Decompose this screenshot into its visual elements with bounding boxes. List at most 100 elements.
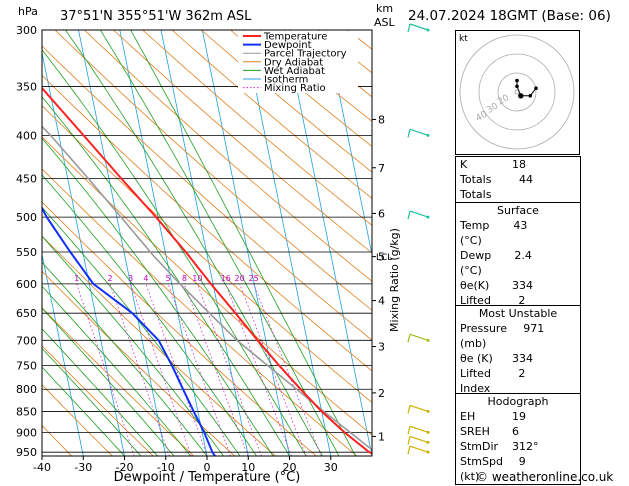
station-location: 37°51'N 355°51'W 362m ASL — [60, 9, 252, 24]
mixing-ratio-axis-title: Mixing Ratio (g/kg) — [388, 228, 401, 332]
wind-barbs — [407, 23, 430, 455]
dry-adiabat-line — [171, 30, 372, 199]
temp-tick-label: 10 — [241, 461, 255, 474]
mixing-ratio-line — [76, 283, 135, 456]
row-label: Lifted Index — [460, 367, 491, 395]
wind-barb-flag — [407, 23, 411, 33]
mixing-ratio-label: 5 — [166, 274, 171, 283]
hodograph-ring — [497, 72, 537, 112]
isotherm-line — [325, 30, 372, 257]
mixing-ratio-label: 16 — [221, 274, 231, 283]
row-label: θe (K) — [460, 352, 493, 365]
row-label: θe(K) — [460, 279, 490, 292]
km-axis-title: km — [376, 2, 394, 15]
legend-label: Wet Adiabat — [264, 66, 325, 77]
isotherm-line — [284, 30, 372, 456]
isotherm-line — [42, 50, 125, 456]
table-row: SREH 6 — [456, 424, 580, 439]
parcel-trajectory-line — [42, 125, 372, 451]
row-value: 2 — [518, 294, 526, 307]
wind-barb-flag — [407, 405, 411, 414]
pressure-tick-label: 300 — [16, 24, 37, 37]
hodograph-point — [515, 78, 519, 83]
pressure-tick-label: 450 — [16, 173, 37, 186]
isotherm-line — [243, 30, 332, 456]
row-label: Dewp (°C) — [460, 249, 492, 277]
wind-barb-shaft — [409, 404, 429, 412]
wind-barb-flag — [407, 210, 411, 220]
legend-label: Dewpoint — [264, 40, 312, 51]
wind-barb-shaft — [409, 435, 429, 443]
wind-barb-station — [426, 215, 430, 219]
pressure-tick-label: 350 — [16, 80, 37, 93]
mixing-ratio-label: 8 — [182, 274, 187, 283]
isotherm-line — [0, 30, 1, 456]
table-row: Totals Totals 44 — [456, 172, 580, 202]
hodograph-point — [515, 84, 519, 89]
temp-tick-label: -10 — [157, 461, 175, 474]
row-value: 6 — [512, 425, 519, 438]
wind-barb-station — [426, 133, 430, 137]
x-axis-title: Dewpoint / Temperature (°C) — [114, 470, 301, 485]
row-value: 334 — [512, 352, 533, 365]
row-label: EH — [460, 410, 476, 423]
hodograph-ring — [478, 53, 556, 131]
dry-adiabat-line — [54, 30, 372, 311]
pressure-tick-label: 550 — [16, 246, 37, 259]
storm-motion-marker — [518, 93, 524, 99]
temp-tick-label: -40 — [33, 461, 51, 474]
row-label: Totals Totals — [460, 173, 492, 201]
row-value: 9 — [518, 455, 526, 468]
row-label: K — [460, 158, 468, 171]
surface-title: Surface — [497, 204, 539, 217]
row-label: Pressure (mb) — [460, 322, 507, 350]
mixing-ratio-label: 3 — [128, 274, 133, 283]
dry-adiabat-line — [42, 105, 372, 403]
pressure-tick-label: 950 — [16, 446, 37, 459]
pressure-tick-label: 600 — [16, 278, 37, 291]
wet-adiabat-line — [42, 174, 257, 456]
mixing-ratio-label: 2 — [108, 274, 113, 283]
mixing-ratio-label: 10 — [192, 274, 202, 283]
most-unstable-title: Most Unstable — [478, 307, 558, 320]
row-value: 312° — [512, 440, 539, 453]
row-value: 43 — [513, 219, 528, 232]
wind-barb-flag — [407, 334, 411, 343]
table-row: Temp (°C) 43 — [456, 218, 580, 248]
wind-barb-station — [426, 409, 430, 413]
wind-barb-flag — [407, 426, 411, 435]
mixing-ratio-line — [225, 283, 292, 456]
table-row: K 18 — [456, 157, 580, 172]
mixing-ratio-label: 4 — [143, 274, 148, 283]
row-value: 971 — [523, 322, 545, 335]
dry-adiabat-line — [42, 45, 372, 341]
pressure-tick-label: 800 — [16, 383, 37, 396]
pressure-tick-label: 400 — [16, 129, 37, 142]
km-tick-label: 7 — [378, 162, 385, 175]
wind-barb-shaft — [409, 333, 429, 341]
wind-barb-flag — [407, 446, 411, 455]
table-row: θe (K) 334 — [456, 351, 580, 366]
mixing-ratio-label: 20 — [235, 274, 245, 283]
isotherm-line — [119, 30, 208, 456]
mixing-ratio-line — [130, 283, 192, 456]
wind-barb-station — [426, 450, 430, 454]
km-tick-label: 2 — [378, 387, 385, 400]
run-datetime: 24.07.2024 18GMT (Base: 06) — [408, 8, 611, 24]
wind-barb-flag — [407, 436, 411, 445]
hodograph-frame — [455, 30, 580, 155]
dry-adiabat-line — [230, 30, 372, 147]
mixing-ratio-label: 25 — [249, 274, 259, 283]
legend-label: Temperature — [263, 32, 327, 43]
dry-adiabat-line — [142, 30, 372, 226]
km-tick-label: 8 — [378, 113, 385, 126]
hodograph-stats-title: Hodograph — [487, 395, 549, 408]
pressure-tick-label: 750 — [16, 360, 37, 373]
row-value: 334 — [512, 279, 533, 292]
hodograph-point — [528, 94, 533, 98]
dry-adiabat-line — [113, 30, 372, 254]
row-label: StmDir — [460, 440, 499, 453]
